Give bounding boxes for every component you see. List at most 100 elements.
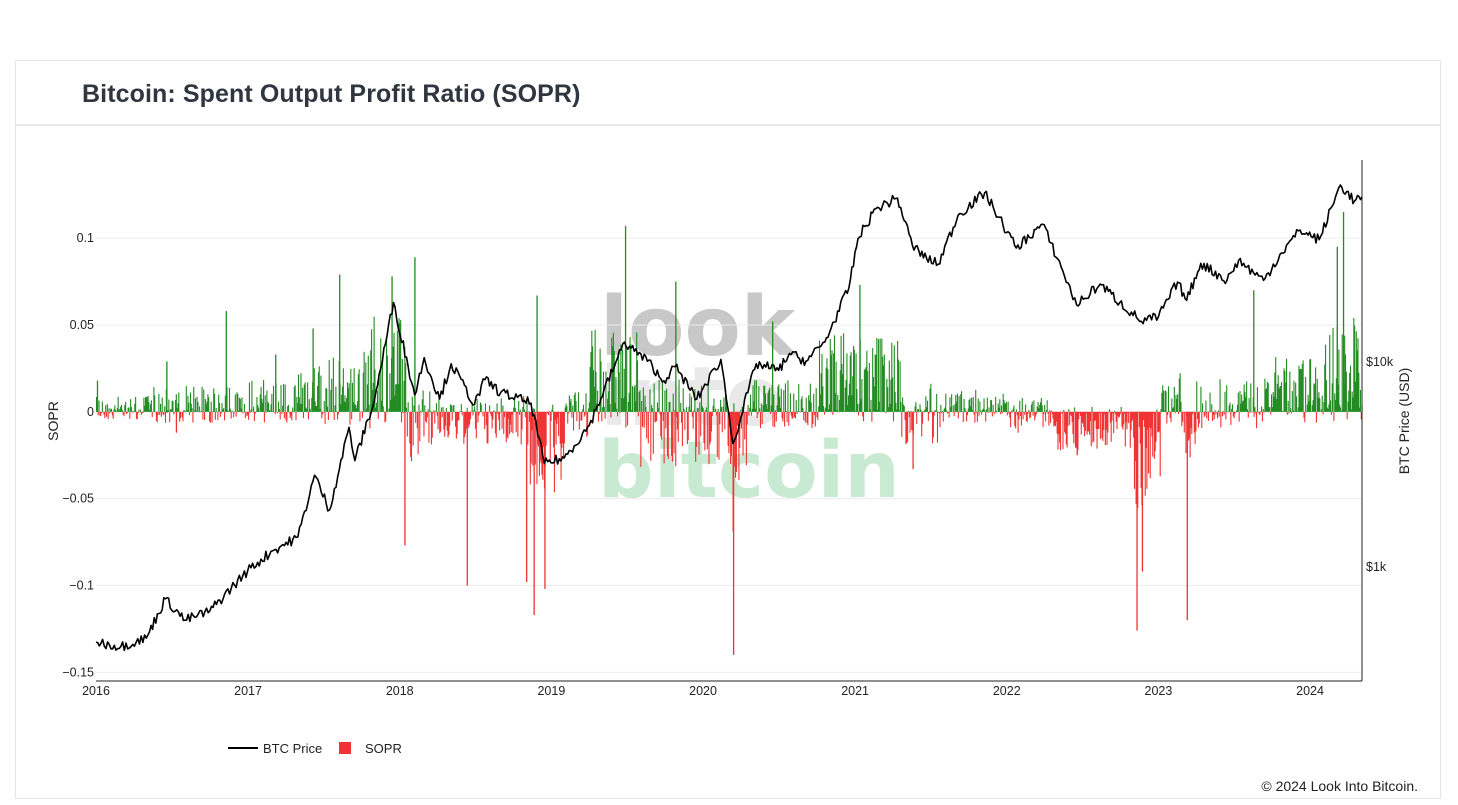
sopr-bar	[975, 389, 977, 412]
sopr-bar	[128, 407, 130, 412]
sopr-bar	[163, 411, 165, 416]
sopr-bar	[715, 411, 718, 416]
sopr-bar	[783, 390, 785, 412]
sopr-bar	[946, 411, 949, 414]
sopr-bar	[1256, 387, 1258, 412]
sopr-bar	[577, 411, 579, 413]
sopr-bar	[521, 411, 523, 430]
sopr-bar	[703, 411, 705, 444]
sopr-bar	[218, 394, 220, 412]
sopr-bar	[876, 337, 878, 412]
sopr-bar	[671, 411, 673, 462]
sopr-bar	[1236, 410, 1238, 412]
sopr-bar	[243, 403, 246, 412]
sopr-bar	[1064, 411, 1067, 434]
sopr-bar	[1049, 410, 1051, 412]
sopr-bar	[633, 386, 635, 412]
sopr-bar	[588, 402, 590, 412]
sopr-bar	[504, 411, 506, 412]
sopr-bar	[1056, 411, 1058, 434]
sopr-bar	[1274, 372, 1276, 412]
sopr-bar	[294, 385, 296, 412]
sopr-bar	[1114, 411, 1116, 415]
sopr-bar	[1253, 411, 1255, 417]
sopr-bar	[847, 405, 849, 412]
sopr-bar	[1224, 391, 1226, 412]
sopr-bar	[537, 411, 539, 445]
sopr-bar	[180, 411, 182, 413]
sopr-bar	[742, 411, 744, 456]
sopr-bar	[147, 395, 149, 412]
sopr-bar	[1241, 401, 1244, 412]
sopr-bar	[557, 411, 559, 418]
sopr-bar	[813, 393, 815, 412]
sopr-bar	[1310, 359, 1312, 412]
sopr-bar	[1283, 368, 1285, 412]
sopr-bar	[1344, 335, 1346, 412]
sopr-bar	[1167, 386, 1170, 412]
sopr-bar	[575, 401, 577, 412]
sopr-bar	[1118, 411, 1120, 418]
sopr-bar	[336, 411, 339, 420]
sopr-bar	[1257, 411, 1259, 413]
sopr-bar	[595, 371, 597, 412]
sopr-bar	[439, 411, 441, 433]
sopr-bar	[1032, 411, 1034, 416]
sopr-bar	[365, 362, 367, 412]
sopr-bar	[1173, 387, 1175, 412]
sopr-bar	[869, 409, 871, 412]
sopr-bar	[394, 395, 396, 412]
legend-item-btc-price[interactable]: BTC Price	[228, 741, 322, 756]
sopr-bar	[458, 411, 460, 421]
sopr-bar	[609, 404, 611, 412]
sopr-bar	[150, 400, 152, 412]
sopr-bar	[997, 403, 999, 412]
sopr-bar	[597, 390, 599, 412]
sopr-spike-bar	[1186, 411, 1188, 621]
sopr-bar	[104, 411, 106, 418]
sopr-bar	[420, 411, 423, 413]
sopr-bar	[1000, 411, 1002, 415]
sopr-bar	[386, 355, 388, 412]
sopr-bar	[1033, 400, 1035, 412]
sopr-bar	[1134, 411, 1136, 462]
sopr-bar	[886, 378, 888, 412]
sopr-bar	[429, 391, 431, 412]
sopr-bar	[293, 386, 295, 412]
sopr-bar	[1106, 411, 1108, 445]
sopr-bar	[190, 403, 192, 412]
sopr-bar	[662, 411, 664, 422]
sopr-bar	[949, 397, 951, 412]
sopr-bar	[1353, 318, 1355, 412]
legend-item-sopr[interactable]: SOPR	[339, 741, 402, 756]
sopr-bar	[1128, 411, 1130, 424]
sopr-bar	[779, 396, 781, 412]
sopr-bar	[585, 393, 587, 412]
sopr-bar	[1317, 397, 1319, 412]
legend[interactable]: BTC Price SOPR	[228, 741, 402, 756]
sopr-bar	[247, 411, 249, 416]
sopr-bar	[942, 411, 944, 422]
sopr-bar	[1174, 411, 1176, 414]
sopr-bar	[528, 411, 530, 413]
sopr-bar	[572, 411, 575, 431]
sopr-bar	[1097, 411, 1099, 430]
sopr-bar	[192, 411, 194, 423]
sopr-bar	[182, 411, 184, 422]
sopr-bar	[893, 345, 895, 412]
sopr-bar	[581, 411, 583, 421]
sopr-bar	[215, 408, 217, 412]
sopr-bar	[1350, 409, 1352, 412]
sopr-bar	[102, 411, 104, 413]
sopr-bar	[248, 382, 250, 412]
sopr-bar	[983, 398, 985, 412]
sopr-bar	[174, 400, 177, 412]
sopr-bar	[268, 402, 270, 412]
sopr-bar	[587, 408, 590, 412]
sopr-bar	[1016, 411, 1018, 416]
sopr-bar	[284, 384, 286, 412]
sopr-bar	[751, 408, 753, 412]
sopr-bar	[625, 411, 627, 428]
sopr-bar	[664, 390, 666, 412]
